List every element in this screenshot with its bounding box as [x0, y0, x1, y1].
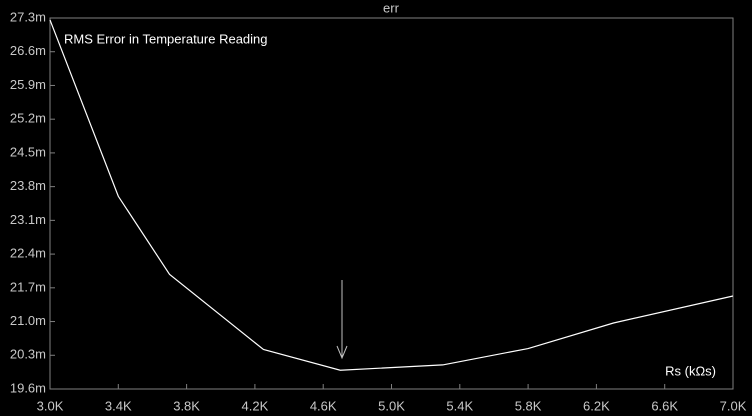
y-tick-label: 21.7m: [10, 279, 46, 294]
x-tick-label: 6.2K: [583, 398, 610, 413]
x-tick-label: 5.8K: [515, 398, 542, 413]
x-tick-label: 4.6K: [310, 398, 337, 413]
y-tick-label: 19.6m: [10, 380, 46, 395]
x-tick-label: 7.0K: [720, 398, 747, 413]
x-tick-label: 3.8K: [173, 398, 200, 413]
plot-frame: [49, 17, 734, 390]
x-tick-label: 4.2K: [242, 398, 269, 413]
x-tick-label: 3.0K: [37, 398, 64, 413]
y-tick-label: 24.5m: [10, 144, 46, 159]
y-tick-label: 27.3m: [10, 9, 46, 24]
x-tick-label: 5.0K: [378, 398, 405, 413]
x-tick-label: 5.4K: [446, 398, 473, 413]
y-tick-label: 20.3m: [10, 347, 46, 362]
annotation: RMS Error in Temperature Reading: [64, 31, 268, 46]
y-tick-label: 21.0m: [10, 313, 46, 328]
y-tick-label: 22.4m: [10, 246, 46, 261]
series-line: [49, 19, 734, 371]
arrow-head: [336, 345, 348, 360]
y-tick-label: 25.9m: [10, 77, 46, 92]
y-tick-label: 23.1m: [10, 212, 46, 227]
x-tick-label: 6.6K: [651, 398, 678, 413]
y-tick-label: 23.8m: [10, 178, 46, 193]
x-axis-label: Rs (kΩs): [665, 363, 716, 378]
y-tick-label: 25.2m: [10, 111, 46, 126]
x-tick-label: 3.4K: [105, 398, 132, 413]
y-tick-label: 26.6m: [10, 43, 46, 58]
chart-title: err: [383, 0, 400, 15]
